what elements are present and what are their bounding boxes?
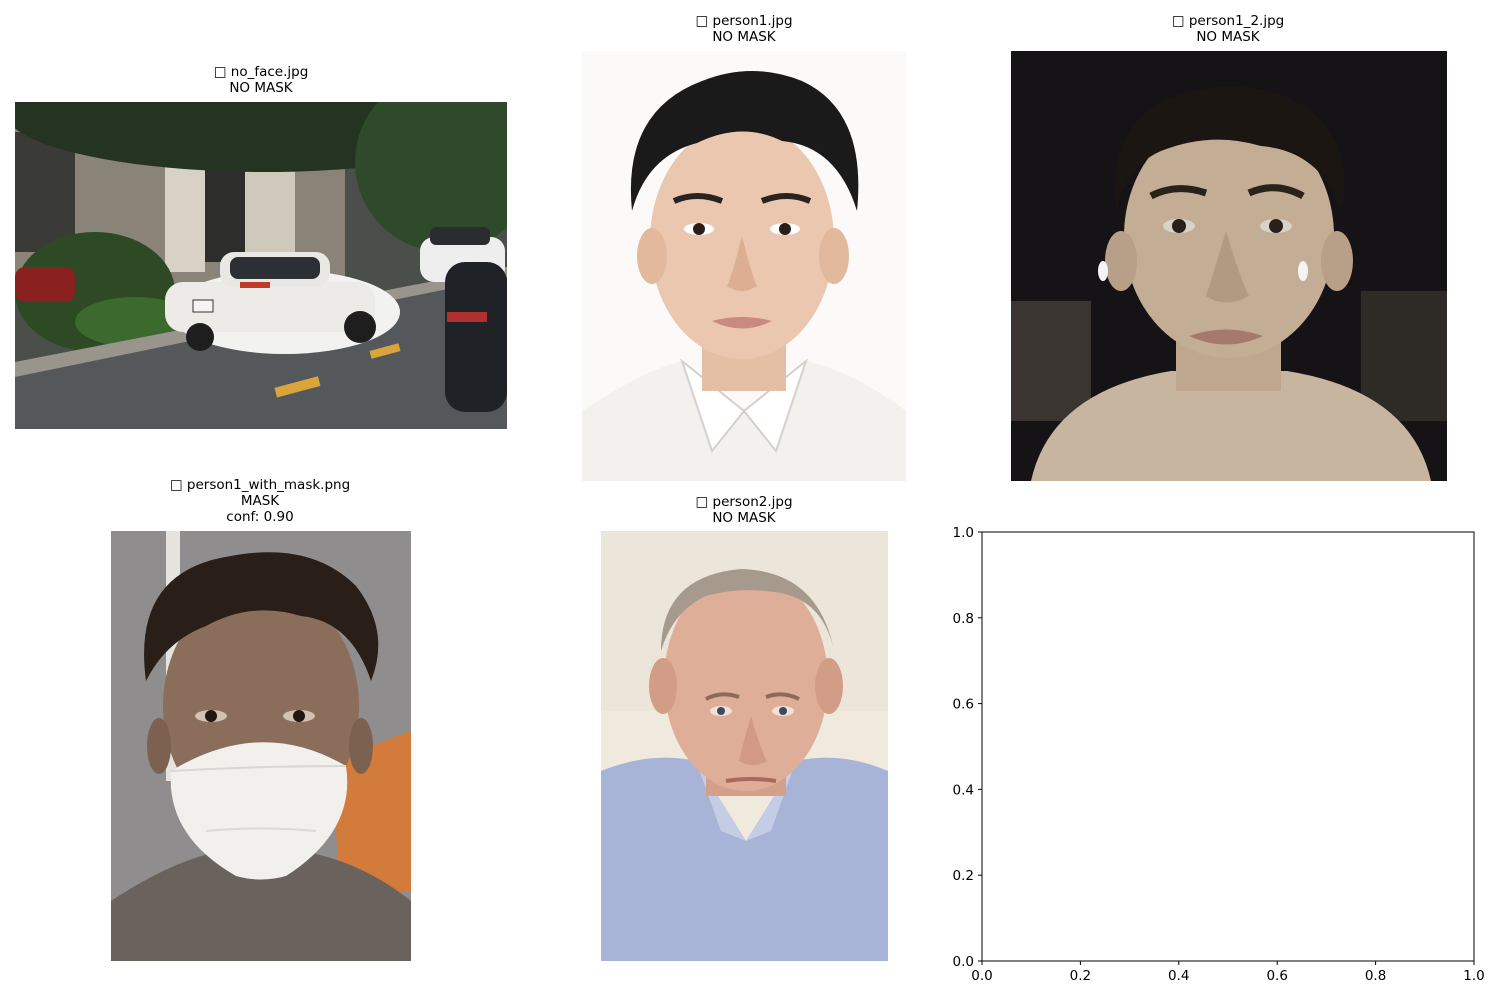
y-tick-label: 1.0 xyxy=(953,525,974,541)
x-tick-label: 0.2 xyxy=(1070,968,1091,984)
panel-filename: □ person1_2.jpg xyxy=(1171,13,1285,29)
y-tick-label: 0.0 xyxy=(953,954,974,970)
panel-filename: □ person2.jpg xyxy=(695,494,793,510)
empty-axes-chart: 0.0 0.2 0.4 0.6 0.8 1.0 0.0 0.2 0.4 0.6 0.8 1.0 xyxy=(953,525,1485,984)
panel-confidence: conf: 0.90 xyxy=(226,509,294,525)
y-tick-label: 0.4 xyxy=(953,782,974,798)
panel-status: NO MASK xyxy=(229,80,293,96)
x-tick-label: 1.0 xyxy=(1463,968,1484,984)
panel-status: MASK xyxy=(240,493,280,509)
ticks-layer: 0.0 0.2 0.4 0.6 0.8 1.0 0.0 0.2 0.4 0.6 0.8 1.0 xyxy=(953,525,1485,984)
x-tick-label: 0.6 xyxy=(1266,968,1287,984)
y-tick-label: 0.8 xyxy=(953,611,974,627)
street-car-photo xyxy=(15,102,507,429)
image-icon: □ xyxy=(169,477,183,493)
portrait-person1-photo xyxy=(582,51,906,481)
x-tick-label: 0.0 xyxy=(971,968,992,984)
x-tick-label: 0.8 xyxy=(1365,968,1386,984)
image-icon: □ xyxy=(1171,13,1185,29)
y-tick-label: 0.6 xyxy=(953,697,974,713)
panel-title-person1-with-mask: □ person1_with_mask.png MASK conf: 0.90 xyxy=(60,477,460,525)
panel-filename: □ person1.jpg xyxy=(695,13,793,29)
panel-status: NO MASK xyxy=(1196,29,1260,45)
panel-filename: □ no_face.jpg xyxy=(213,64,309,80)
panel-status: NO MASK xyxy=(712,29,776,45)
image-icon: □ xyxy=(213,64,227,80)
image-icon: □ xyxy=(695,13,709,29)
selfie-person1-photo xyxy=(1011,51,1447,481)
panel-title-person1: □ person1.jpg NO MASK xyxy=(544,13,944,45)
panel-filename: □ person1_with_mask.png xyxy=(169,477,351,493)
portrait-person2-photo xyxy=(601,531,888,961)
y-tick-label: 0.2 xyxy=(953,868,974,884)
axes-frame xyxy=(981,531,1475,962)
image-icon: □ xyxy=(695,494,709,510)
panel-status: NO MASK xyxy=(712,510,776,526)
masked-person1-photo xyxy=(111,531,411,961)
x-tick-label: 0.4 xyxy=(1168,968,1189,984)
panel-title-no-face: □ no_face.jpg NO MASK xyxy=(61,64,461,96)
panel-title-person2: □ person2.jpg NO MASK xyxy=(544,494,944,526)
panel-title-person1-2: □ person1_2.jpg NO MASK xyxy=(1028,13,1428,45)
